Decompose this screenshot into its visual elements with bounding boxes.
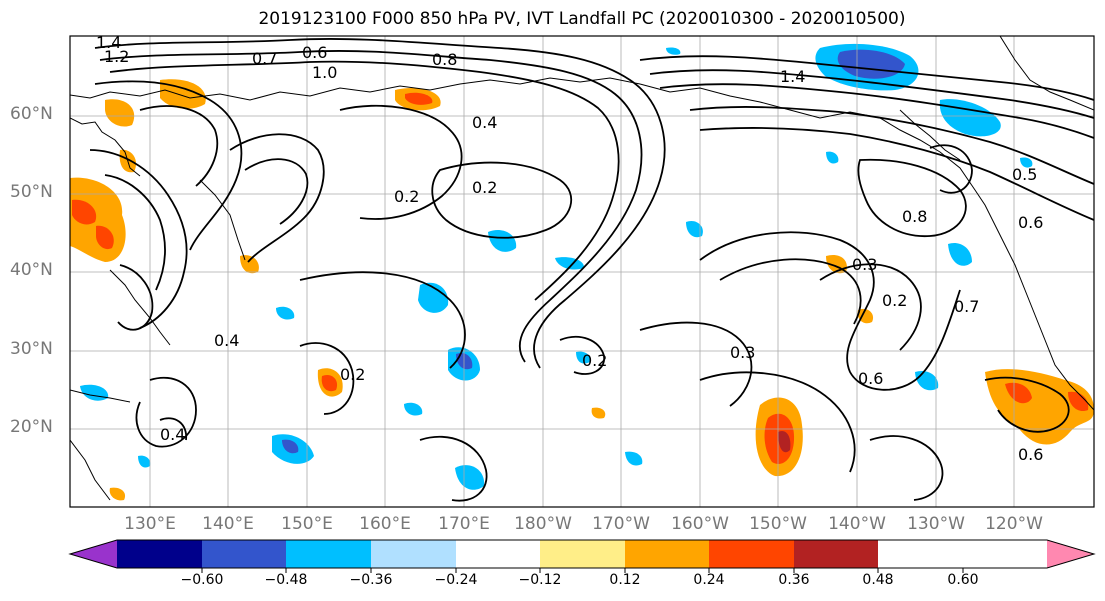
- lat-label-20n: 20°N: [10, 417, 53, 437]
- colorbar-tick-label: −0.24: [434, 572, 478, 588]
- colorbar-extension-high: [1047, 540, 1094, 568]
- colorbar-extension-low: [70, 540, 117, 568]
- pv-anomaly-fill: [70, 43, 1094, 501]
- contour-label: 1.4: [780, 67, 805, 86]
- contour-label: 0.2: [472, 178, 497, 197]
- contour-label: 0.4: [214, 331, 239, 350]
- contour-label: 0.6: [1018, 445, 1043, 464]
- colorbar-segment: [202, 540, 286, 568]
- colorbar-tick-label: −0.12: [518, 572, 562, 588]
- contour-label: 0.6: [858, 369, 883, 388]
- lat-label-40n: 40°N: [10, 260, 53, 280]
- contour-label: 0.2: [882, 291, 907, 310]
- colorbar-tick-label: 0.12: [609, 572, 641, 588]
- lon-label-160e: 160°E: [359, 514, 411, 534]
- lon-label-140w: 140°W: [828, 514, 886, 534]
- lon-label-150w: 150°W: [749, 514, 807, 534]
- contour-labels: 1.4 1.2 0.7 0.6 0.8 1.0 1.4 0.4 0.2 0.2 …: [96, 33, 1043, 464]
- contour-label: 0.7: [954, 297, 979, 316]
- lat-label-50n: 50°N: [10, 182, 53, 202]
- contour-label: 0.4: [472, 113, 497, 132]
- colorbar-tick-label: 0.36: [778, 572, 810, 588]
- lat-label-30n: 30°N: [10, 339, 53, 359]
- colorbar-segment: [709, 540, 794, 568]
- contour-label: 0.8: [432, 50, 457, 69]
- lon-label-170e: 170°E: [438, 514, 490, 534]
- colorbar-tick-label: 0.48: [862, 572, 894, 588]
- lon-label-120w: 120°W: [985, 514, 1043, 534]
- colorbar-segment: [540, 540, 625, 568]
- contour-label: 0.2: [340, 365, 365, 384]
- colorbar-tick-label: 0.24: [693, 572, 725, 588]
- lon-label-130e: 130°E: [124, 514, 176, 534]
- lon-label-160w: 160°W: [671, 514, 729, 534]
- lon-label-140e: 140°E: [202, 514, 254, 534]
- colorbar-tick-label: −0.48: [264, 572, 308, 588]
- colorbar-segment: [371, 540, 456, 568]
- contour-label: 0.3: [730, 343, 755, 362]
- contour-label: 0.5: [1012, 165, 1037, 184]
- contour-label: 0.3: [852, 255, 877, 274]
- pv-contours: [89, 38, 1094, 502]
- map-frame: [69, 35, 1095, 508]
- contour-label: 1.4: [96, 33, 121, 52]
- contour-label: 0.2: [582, 351, 607, 370]
- colorbar-segment: [286, 540, 371, 568]
- map-title: 2019123100 F000 850 hPa PV, IVT Landfall…: [258, 9, 906, 29]
- colorbar-tick-label: −0.36: [349, 572, 393, 588]
- colorbar-segment: [794, 540, 878, 568]
- colorbar-outline: [68, 539, 1096, 569]
- colorbar-segment: [625, 540, 709, 568]
- colorbar-tick-label: 0.60: [947, 572, 979, 588]
- lon-label-130w: 130°W: [907, 514, 965, 534]
- lon-label-170w: 170°W: [592, 514, 650, 534]
- coastlines: [70, 36, 1094, 501]
- contour-label: 0.4: [160, 425, 185, 444]
- contour-label: 1.2: [104, 47, 129, 66]
- lon-label-180w: 180°W: [514, 514, 572, 534]
- colorbar-segment: [117, 540, 202, 568]
- colorbar-segment: [456, 540, 540, 568]
- colorbar-tick-label: −0.60: [180, 572, 224, 588]
- lon-label-150e: 150°E: [281, 514, 333, 534]
- contour-label: 0.8: [902, 207, 927, 226]
- contour-label: 0.6: [302, 43, 327, 62]
- map-gridlines: [70, 36, 1094, 507]
- contour-label: 0.7: [252, 49, 277, 68]
- contour-label: 0.2: [394, 187, 419, 206]
- lat-label-60n: 60°N: [10, 104, 53, 124]
- colorbar-segments: [117, 540, 878, 568]
- contour-label: 1.0: [312, 63, 337, 82]
- colorbar-ticks: [201, 568, 964, 573]
- contour-label: 0.6: [1018, 213, 1043, 232]
- colorbar: [68, 539, 1096, 573]
